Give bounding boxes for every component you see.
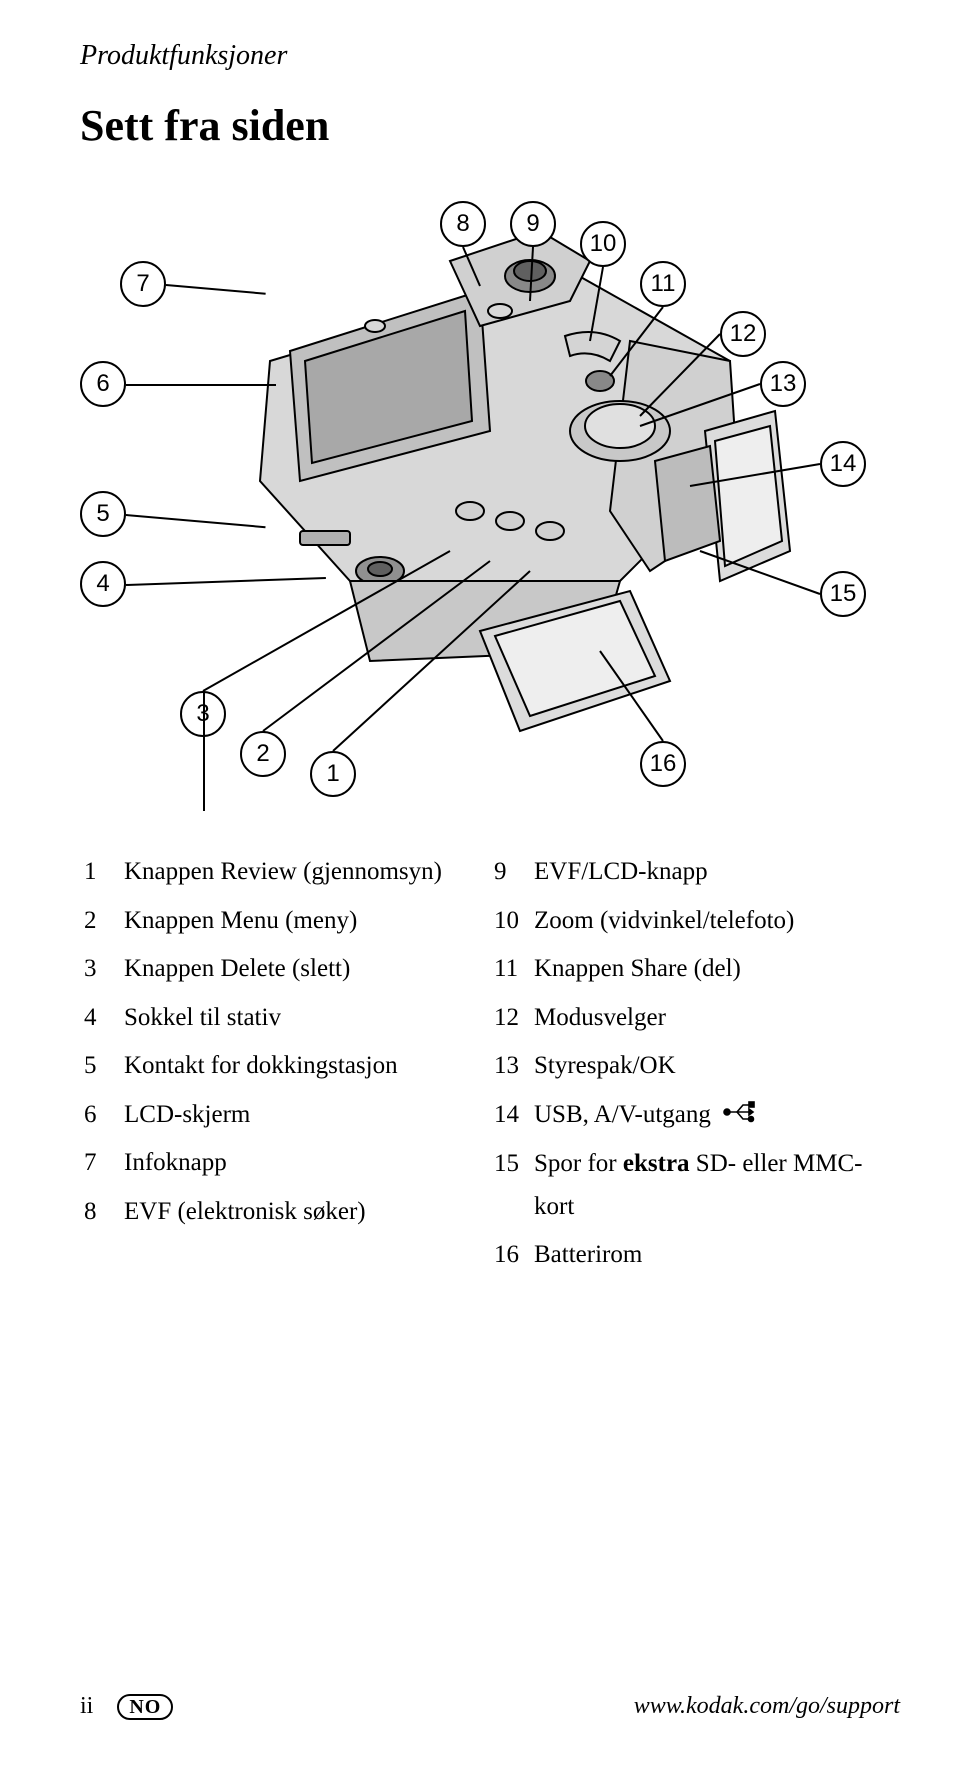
callout-13: 13 [760,361,806,407]
legend-row: 3Knappen Delete (slett) [80,948,490,991]
legend-label: Knappen Review (gjennomsyn) [124,851,490,894]
leader-line [203,691,205,811]
legend-label: Knappen Share (del) [534,948,900,991]
legend-row: 11Knappen Share (del) [490,948,900,991]
legend-num: 16 [490,1234,534,1277]
page-title: Sett fra siden [80,100,900,151]
legend-text-pre: Spor for [534,1150,623,1177]
page-footer: ii NO www.kodak.com/go/support [80,1693,900,1720]
callout-7: 7 [120,261,166,307]
footer-url: www.kodak.com/go/support [634,1693,900,1720]
legend-row: 8EVF (elektronisk søker) [80,1191,490,1234]
legend-label: Zoom (vidvinkel/telefoto) [534,900,900,943]
legend-num: 15 [490,1143,534,1186]
legend-num: 2 [80,900,124,943]
legend-row: 4Sokkel til stativ [80,997,490,1040]
callout-15: 15 [820,571,866,617]
callout-5: 5 [80,491,126,537]
legend-num: 11 [490,948,534,991]
legend-num: 10 [490,900,534,943]
callout-12: 12 [720,311,766,357]
callout-8: 8 [440,201,486,247]
leader-line [126,384,276,386]
legend-row: 7Infoknapp [80,1142,490,1185]
legend-num: 7 [80,1142,124,1185]
callout-11: 11 [640,261,686,307]
legend-num: 1 [80,851,124,894]
legend-text-bold: ekstra [623,1150,690,1177]
page: Produktfunksjoner Sett fra siden [0,0,960,1780]
legend-row: 5Kontakt for dokkingstasjon [80,1045,490,1088]
legend-row: 16Batterirom [490,1234,900,1277]
callout-4: 4 [80,561,126,607]
legend-num: 12 [490,997,534,1040]
legend-num: 3 [80,948,124,991]
legend-num: 4 [80,997,124,1040]
legend-row: 2Knappen Menu (meny) [80,900,490,943]
legend-num: 14 [490,1094,534,1137]
legend-row: 1Knappen Review (gjennomsyn) [80,851,490,894]
callout-2: 2 [240,731,286,777]
legend-row: 13Styrespak/OK [490,1045,900,1088]
footer-left: ii NO [80,1693,173,1720]
legend-label: Infoknapp [124,1142,490,1185]
legend-num: 8 [80,1191,124,1234]
legend-num: 6 [80,1094,124,1137]
leader-line [263,731,265,733]
legend-label: LCD-skjerm [124,1094,490,1137]
legend-num: 5 [80,1045,124,1088]
callout-9: 9 [510,201,556,247]
legend-label: Sokkel til stativ [124,997,490,1040]
legend-label: EVF/LCD-knapp [534,851,900,894]
callout-14: 14 [820,441,866,487]
legend-num: 9 [490,851,534,894]
legend-row: 12Modusvelger [490,997,900,1040]
callout-16: 16 [640,741,686,787]
legend-label: Styrespak/OK [534,1045,900,1088]
callout-1: 1 [310,751,356,797]
legend-row: 15 Spor for ekstra SD- eller MMC-kort [490,1143,900,1228]
legend-row: 14 USB, A/V-utgang [490,1094,900,1138]
legend-label: Spor for ekstra SD- eller MMC-kort [534,1143,900,1228]
legend-label: Kontakt for dokkingstasjon [124,1045,490,1088]
legend-num: 13 [490,1045,534,1088]
legend-label: USB, A/V-utgang [534,1094,900,1138]
language-badge: NO [117,1694,173,1720]
diagram: 7 6 5 4 3 2 1 8 9 10 11 12 13 14 15 16 [80,191,900,811]
legend-label: EVF (elektronisk søker) [124,1191,490,1234]
legend-row: 10Zoom (vidvinkel/telefoto) [490,900,900,943]
callout-6: 6 [80,361,126,407]
legend-label: Batterirom [534,1234,900,1277]
legend-row: 9EVF/LCD-knapp [490,851,900,894]
legend-table: 1Knappen Review (gjennomsyn) 2Knappen Me… [80,851,900,1283]
usb-icon [723,1095,757,1138]
legend-label: Knappen Menu (meny) [124,900,490,943]
camera-illustration [200,231,800,751]
legend-label: Modusvelger [534,997,900,1040]
page-number: ii [80,1693,93,1719]
legend-label: Knappen Delete (slett) [124,948,490,991]
section-header: Produktfunksjoner [80,40,900,72]
callout-10: 10 [580,221,626,267]
legend-row: 6LCD-skjerm [80,1094,490,1137]
legend-text: USB, A/V-utgang [534,1101,711,1128]
